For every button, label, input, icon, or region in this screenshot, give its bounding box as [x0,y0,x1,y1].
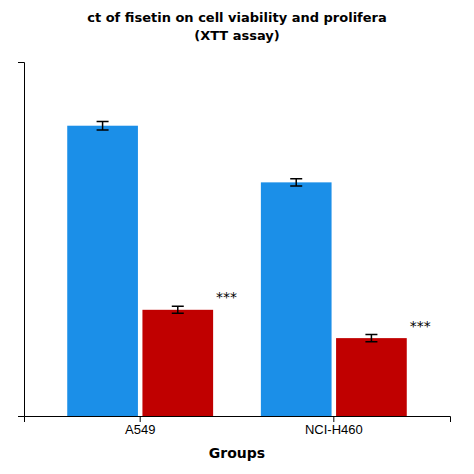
x-tick-mark [140,416,141,422]
bar-series [67,121,331,416]
x-axis-line [25,417,451,423]
x-tick-mark [333,416,334,422]
subtitle: (XTT assay) [194,28,280,43]
x-tick-label: A549 [125,422,155,437]
error-bar [365,335,377,342]
chart: *** *** A549 NCI-H460 Groups ct of fisetin on… [0,0,474,474]
bar-series [142,306,406,416]
annotation: *** [216,289,237,305]
error-bar [97,121,109,129]
title: ct of fisetin on cell viability and prol… [87,10,387,25]
bar [142,310,213,416]
x-tick: A549 [125,416,155,437]
annotations: *** *** [216,289,431,333]
x-axis: A549 NCI-H460 [25,416,451,437]
plot-area [67,121,407,416]
error-bar [172,306,184,313]
annotation: *** [410,318,431,334]
y-axis-line [18,63,25,417]
x-tick: NCI-H460 [305,416,363,437]
x-axis-title: Groups [209,445,265,461]
bar [261,182,332,416]
x-tick-label: NCI-H460 [305,422,363,437]
bar [336,338,407,416]
bar [67,126,138,416]
y-axis [18,63,25,417]
error-bar [290,179,302,186]
